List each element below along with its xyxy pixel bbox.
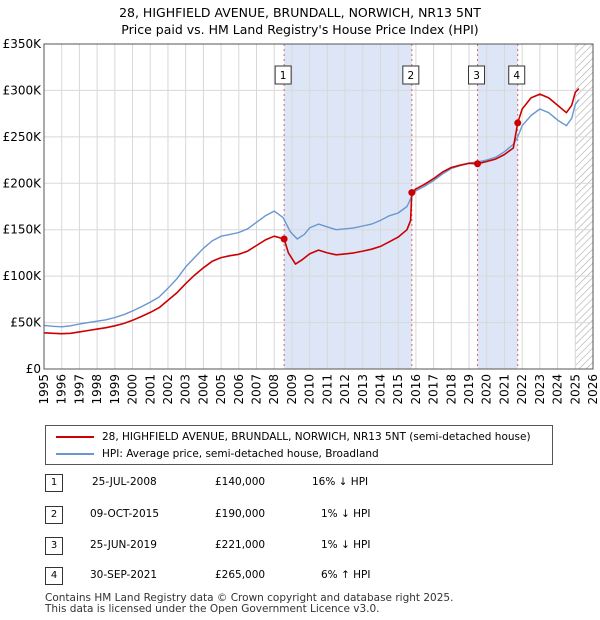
transaction-number: 3 xyxy=(45,537,63,555)
y-tick-label: £350K xyxy=(3,37,43,51)
chart-subtitle: Price paid vs. HM Land Registry's House … xyxy=(121,22,479,37)
sale-number-box xyxy=(468,65,486,85)
sale-point xyxy=(408,189,416,197)
x-tick-label: 2003 xyxy=(179,374,193,405)
legend-swatch-hpi xyxy=(56,453,94,455)
x-tick-label: 2016 xyxy=(409,374,423,405)
legend-item-hpi: HPI: Average price, semi-detached house,… xyxy=(56,446,379,462)
sale-number-label: 4 xyxy=(513,70,520,82)
x-tick-label: 2019 xyxy=(462,374,476,405)
legend: 28, HIGHFIELD AVENUE, BRUNDALL, NORWICH,… xyxy=(45,425,553,465)
transaction-date: 25-JUL-2008 xyxy=(92,476,157,488)
hpi-series-line xyxy=(43,99,580,328)
transaction-price: £221,000 xyxy=(215,539,266,551)
price-paid-series-line xyxy=(43,88,580,335)
transaction-hpi-diff: 6% ↑ HPI xyxy=(321,569,371,581)
x-tick-label: 2023 xyxy=(533,374,547,405)
y-tick-label: £50K xyxy=(10,316,42,330)
x-tick-label: 1999 xyxy=(108,374,122,405)
sale-point xyxy=(280,235,288,243)
x-tick-label: 2024 xyxy=(551,374,565,405)
x-tick-label: 2009 xyxy=(285,374,299,405)
x-tick-label: 2001 xyxy=(143,374,157,405)
x-tick-label: 2000 xyxy=(126,374,140,405)
transaction-number: 2 xyxy=(45,506,63,524)
y-tick-label: £200K xyxy=(3,176,43,190)
footer-copyright: Contains HM Land Registry data © Crown c… xyxy=(45,592,454,604)
legend-item-price: 28, HIGHFIELD AVENUE, BRUNDALL, NORWICH,… xyxy=(56,429,531,445)
x-tick-label: 2026 xyxy=(586,374,600,405)
x-tick-label: 2015 xyxy=(391,374,405,405)
x-tick-label: 2022 xyxy=(515,374,529,405)
x-tick-label: 2018 xyxy=(444,374,458,405)
chart-title: 28, HIGHFIELD AVENUE, BRUNDALL, NORWICH,… xyxy=(119,5,481,20)
transaction-price: £190,000 xyxy=(215,508,266,520)
plot-border xyxy=(43,43,594,370)
transaction-number: 1 xyxy=(45,474,63,492)
sale-number-box xyxy=(402,65,420,85)
x-tick-label: 2011 xyxy=(320,374,334,405)
x-tick-label: 2021 xyxy=(497,374,511,405)
transaction-date: 30-SEP-2021 xyxy=(90,569,158,581)
sale-number-box xyxy=(274,65,292,85)
price-chart: 1 2 3 4 £0 £50K £100K £150K £200K £250K £300K £350… xyxy=(3,37,600,405)
shaded-region xyxy=(284,44,412,369)
x-tick-label: 2017 xyxy=(427,374,441,405)
x-tick-label: 2020 xyxy=(480,374,494,405)
transaction-price: £265,000 xyxy=(215,569,266,581)
x-tick-label: 2008 xyxy=(267,374,281,405)
transaction-date: 25-JUN-2019 xyxy=(90,539,157,551)
legend-label-price: 28, HIGHFIELD AVENUE, BRUNDALL, NORWICH,… xyxy=(102,431,531,443)
footer-licence: This data is licensed under the Open Gov… xyxy=(45,603,380,615)
sale-point xyxy=(474,160,482,168)
x-tick-label: 1995 xyxy=(37,374,51,405)
transaction-hpi-diff: 1% ↓ HPI xyxy=(321,539,371,551)
transaction-hpi-diff: 1% ↓ HPI xyxy=(321,508,371,520)
x-tick-label: 1997 xyxy=(72,374,86,405)
sale-number-label: 2 xyxy=(407,70,414,82)
shaded-region xyxy=(477,44,518,369)
transaction-date: 09-OCT-2015 xyxy=(90,508,159,520)
x-tick-label: 2025 xyxy=(568,374,582,405)
y-tick-label: £0 xyxy=(26,362,41,376)
x-tick-label: 2013 xyxy=(356,374,370,405)
forecast-hatch xyxy=(575,44,593,369)
x-tick-label: 2006 xyxy=(232,374,246,405)
transaction-price: £140,000 xyxy=(215,476,266,488)
x-tick-label: 2002 xyxy=(161,374,175,405)
y-tick-label: £250K xyxy=(3,130,43,144)
legend-swatch-price xyxy=(56,436,94,438)
x-tick-label: 1998 xyxy=(90,374,104,405)
y-tick-label: £100K xyxy=(3,269,43,283)
x-tick-label: 2007 xyxy=(250,374,264,405)
legend-label-hpi: HPI: Average price, semi-detached house,… xyxy=(102,448,379,460)
x-tick-label: 2014 xyxy=(373,374,387,405)
sale-number-label: 3 xyxy=(473,70,480,82)
sale-number-box xyxy=(508,65,526,85)
sale-point xyxy=(514,119,522,127)
y-tick-label: £150K xyxy=(3,223,43,237)
y-tick-label: £300K xyxy=(3,83,43,97)
transaction-hpi-diff: 16% ↓ HPI xyxy=(312,476,369,488)
transaction-number: 4 xyxy=(45,567,63,585)
x-tick-label: 2004 xyxy=(196,374,210,405)
x-tick-label: 1996 xyxy=(55,374,69,405)
x-tick-label: 2012 xyxy=(338,374,352,405)
x-tick-label: 2010 xyxy=(303,374,317,405)
x-tick-label: 2005 xyxy=(214,374,228,405)
sale-number-label: 1 xyxy=(280,70,287,82)
